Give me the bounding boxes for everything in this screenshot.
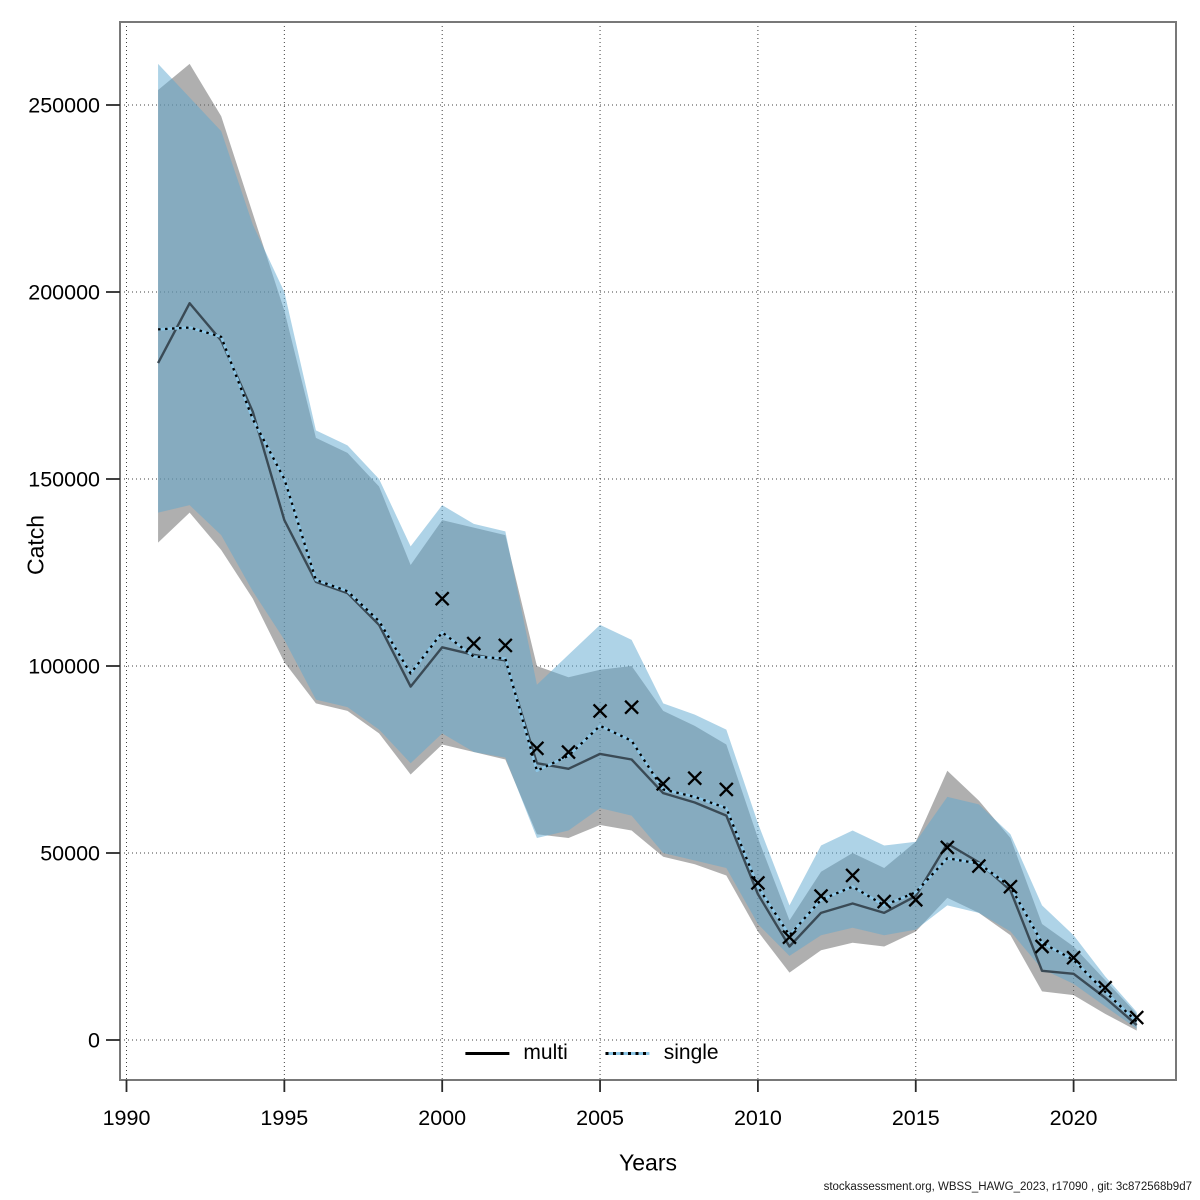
y-tick-label: 50000 <box>40 842 100 866</box>
observed-catch-marker <box>592 703 608 719</box>
observed-catch-marker <box>1034 939 1050 954</box>
observed-catch-marker <box>971 858 987 874</box>
observed-catch-marker <box>529 740 545 756</box>
observed-catch-marker <box>719 782 734 797</box>
observed-catch-marker <box>561 744 576 760</box>
observed-catch-marker <box>498 638 513 653</box>
observed-catch-marker <box>1066 950 1081 966</box>
observed-catch-marker <box>1097 980 1113 995</box>
x-tick-label: 1995 <box>260 1106 308 1130</box>
y-tick-label: 100000 <box>28 655 100 679</box>
legend: multi single <box>465 1041 719 1065</box>
observed-catch-marker <box>940 840 955 855</box>
y-tick-label: 250000 <box>28 94 100 118</box>
y-axis-title: Catch <box>22 514 49 576</box>
observed-catch-marker <box>687 770 703 786</box>
observed-catch-marker <box>908 892 924 908</box>
x-tick-label: 2005 <box>576 1106 624 1130</box>
x-tick-label: 1990 <box>103 1106 151 1130</box>
observed-catch-marker <box>1129 1010 1145 1025</box>
x-axis-title: Years <box>619 1149 677 1176</box>
observed-catch-marker <box>845 868 860 883</box>
observed-catch-marker <box>434 591 450 606</box>
source-attribution: stockassessment.org, WBSS_HAWG_2023, r17… <box>823 1181 1192 1193</box>
legend-item-multi: multi <box>465 1041 568 1065</box>
y-tick-label: 0 <box>88 1029 100 1053</box>
x-tick-label: 2020 <box>1050 1106 1098 1130</box>
legend-label-multi: multi <box>523 1041 568 1064</box>
x-tick-label: 2015 <box>892 1106 940 1130</box>
y-tick-label: 200000 <box>28 281 100 305</box>
observed-catch-marker <box>750 875 766 891</box>
observed-catch-marker <box>876 894 892 909</box>
legend-label-single: single <box>663 1041 719 1064</box>
observed-catch-marker <box>1003 879 1018 894</box>
x-tick-label: 2000 <box>418 1106 466 1130</box>
legend-line-multi <box>465 1051 510 1055</box>
observed-catch-marker <box>782 929 797 945</box>
y-tick-label: 150000 <box>28 468 100 492</box>
observed-catch-marker <box>813 888 829 904</box>
x-tick-label: 2010 <box>734 1106 782 1130</box>
observed-catch-marker <box>624 699 639 715</box>
plot-frame <box>119 21 1177 1081</box>
legend-item-single: single <box>605 1041 719 1065</box>
observed-catch-marker <box>466 636 482 651</box>
legend-line-single <box>605 1051 650 1055</box>
observed-catch-marker <box>655 776 671 792</box>
fit-line-single <box>158 326 1138 1023</box>
confidence-band-single <box>158 63 1137 1029</box>
